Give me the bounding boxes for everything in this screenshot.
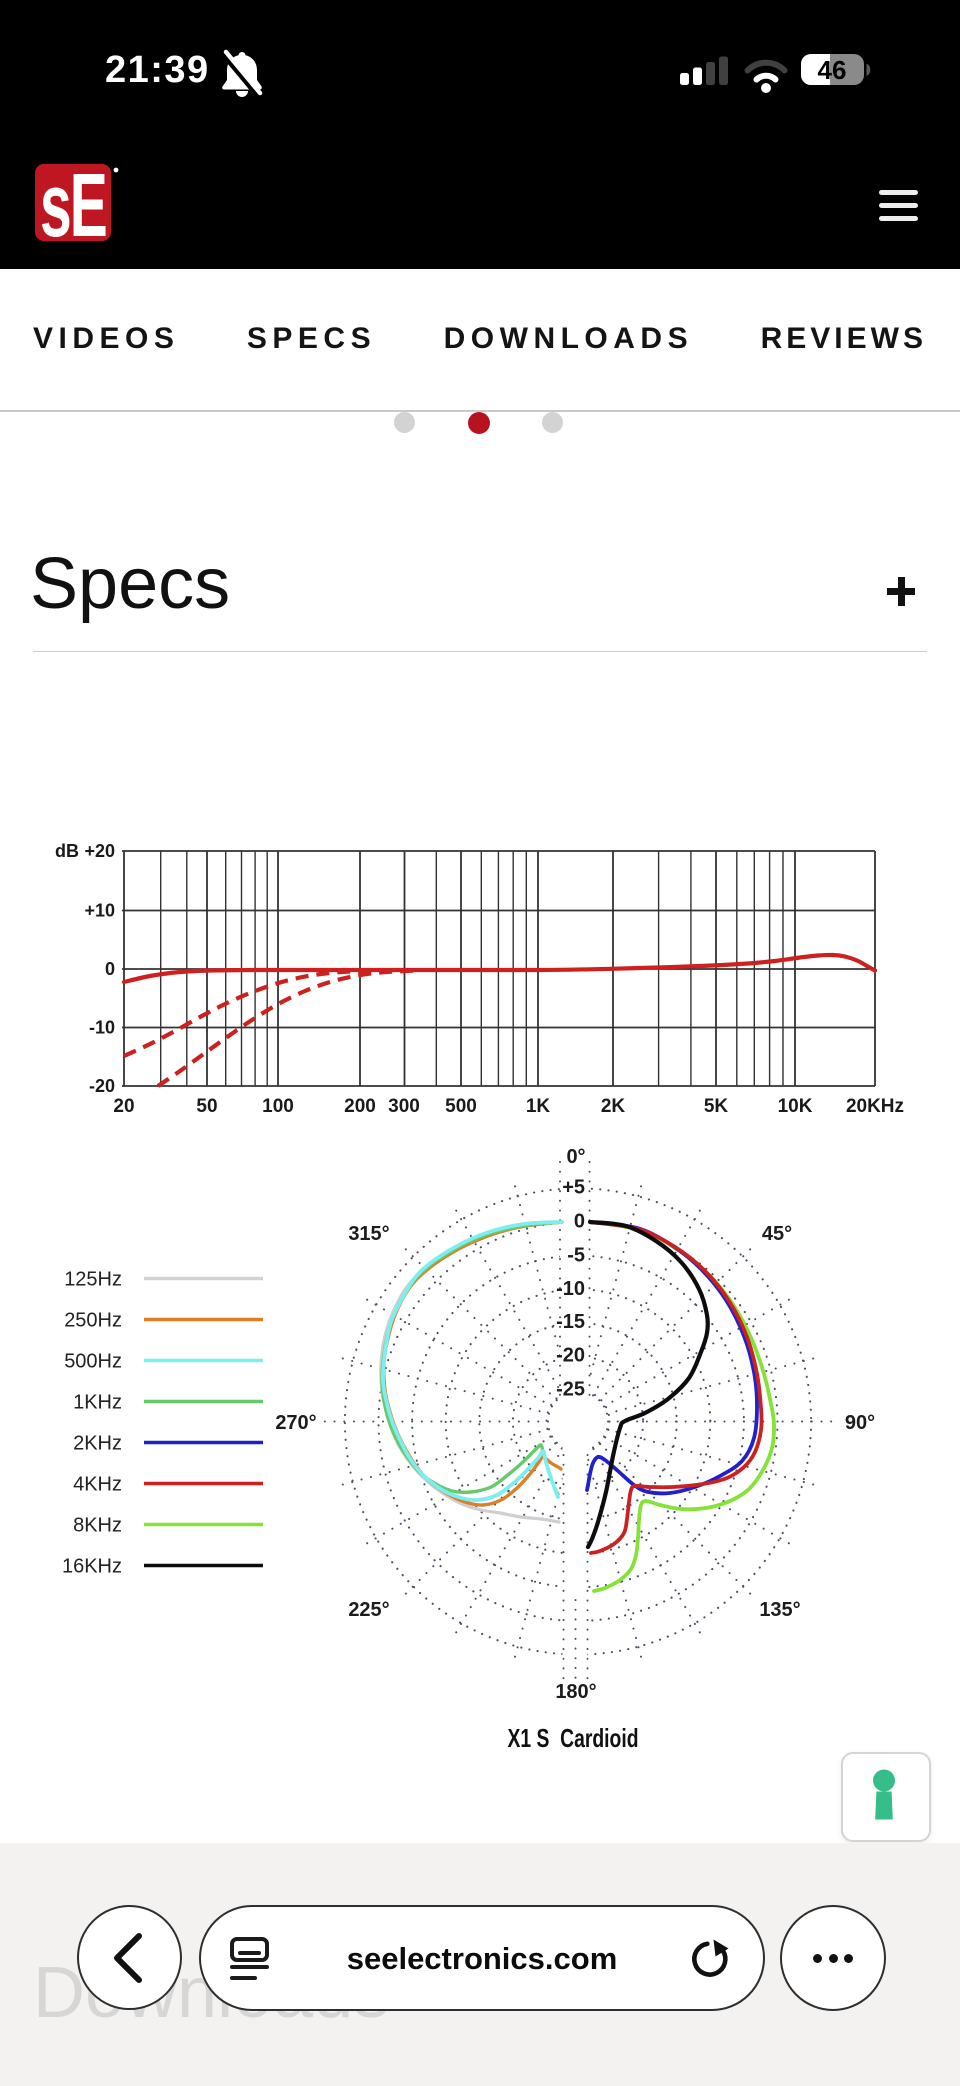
svg-text:20: 20 — [113, 1096, 134, 1117]
svg-text:180°: 180° — [555, 1681, 596, 1703]
svg-text:-20: -20 — [89, 1076, 115, 1096]
svg-text:300: 300 — [388, 1096, 420, 1117]
svg-text:1K: 1K — [526, 1096, 551, 1117]
svg-text:0: 0 — [574, 1211, 585, 1233]
svg-text:100: 100 — [262, 1096, 294, 1117]
svg-text:0: 0 — [105, 959, 115, 979]
svg-text:0°: 0° — [566, 1146, 585, 1168]
svg-text:10K: 10K — [778, 1096, 813, 1117]
svg-text:90°: 90° — [845, 1412, 875, 1434]
svg-text:X1 S Cardioid: X1 S Cardioid — [508, 1723, 639, 1753]
svg-text:4KHz: 4KHz — [73, 1474, 122, 1496]
svg-text:50: 50 — [196, 1096, 217, 1117]
svg-text:20KHz: 20KHz — [846, 1096, 904, 1117]
svg-text:125Hz: 125Hz — [64, 1269, 122, 1291]
svg-text:-10: -10 — [556, 1278, 585, 1300]
svg-text:500Hz: 500Hz — [64, 1351, 122, 1373]
svg-text:+20: +20 — [84, 841, 115, 861]
svg-text:200: 200 — [344, 1096, 376, 1117]
svg-text:8KHz: 8KHz — [73, 1515, 122, 1537]
svg-text:+10: +10 — [84, 901, 115, 921]
svg-text:-10: -10 — [89, 1018, 115, 1038]
svg-text:16KHz: 16KHz — [62, 1556, 122, 1578]
svg-text:-5: -5 — [567, 1245, 585, 1267]
svg-text:315°: 315° — [348, 1223, 389, 1245]
svg-text:135°: 135° — [759, 1599, 800, 1621]
svg-text:1KHz: 1KHz — [73, 1392, 122, 1414]
svg-text:seelectronics.com: seelectronics.com — [347, 1941, 618, 1976]
svg-text:225°: 225° — [348, 1599, 389, 1621]
svg-text:sE: sE — [40, 164, 106, 241]
svg-text:2KHz: 2KHz — [73, 1433, 122, 1455]
svg-text:-15: -15 — [556, 1311, 585, 1333]
svg-text:250Hz: 250Hz — [64, 1310, 122, 1332]
svg-text:-25: -25 — [556, 1379, 585, 1401]
svg-text:+5: +5 — [562, 1177, 585, 1199]
svg-text:5K: 5K — [704, 1096, 729, 1117]
svg-text:dB: dB — [55, 841, 79, 861]
svg-text:2K: 2K — [601, 1096, 626, 1117]
svg-text:46: 46 — [818, 55, 847, 85]
svg-text:45°: 45° — [762, 1223, 792, 1245]
svg-text:-20: -20 — [556, 1345, 585, 1367]
svg-text:500: 500 — [445, 1096, 477, 1117]
svg-text:270°: 270° — [275, 1412, 316, 1434]
